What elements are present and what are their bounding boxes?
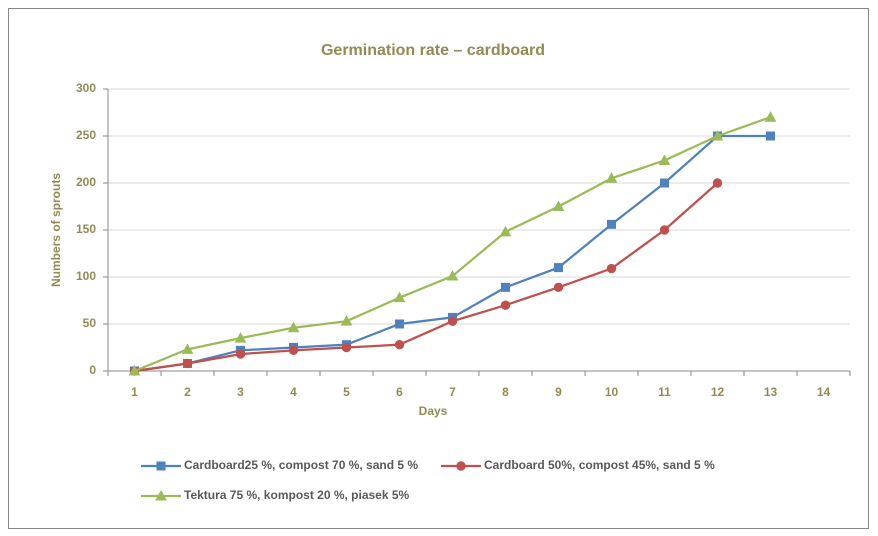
legend-item: Tektura 75 %, kompost 20 %, piasek 5% <box>141 488 410 502</box>
legend-label: Cardboard25 %, compost 70 %, sand 5 % <box>184 458 418 472</box>
marker <box>456 461 466 471</box>
marker <box>660 178 669 188</box>
y-tick-label: 0 <box>89 363 96 377</box>
marker <box>155 489 167 501</box>
marker <box>605 172 618 183</box>
marker <box>766 131 775 141</box>
marker <box>340 315 353 326</box>
y-tick-label: 250 <box>76 128 96 142</box>
series-line <box>134 182 719 373</box>
marker <box>764 111 777 122</box>
x-tick-label: 9 <box>555 385 562 399</box>
marker <box>447 316 458 326</box>
legend-label: Tektura 75 %, kompost 20 %, piasek 5% <box>184 488 410 502</box>
y-tick-label: 200 <box>76 175 96 189</box>
marker <box>499 225 512 237</box>
x-tick-label: 10 <box>605 385 619 399</box>
x-tick-label: 6 <box>396 385 403 399</box>
marker <box>446 270 459 281</box>
marker <box>288 345 299 356</box>
x-tick-label: 5 <box>343 385 350 399</box>
x-tick-label: 1 <box>131 385 138 399</box>
y-tick-label: 100 <box>76 269 96 283</box>
marker <box>341 342 352 353</box>
y-axis-title: Numbers of sprouts <box>49 173 63 287</box>
marker <box>711 129 724 141</box>
x-tick-label: 3 <box>237 385 244 399</box>
marker <box>395 319 404 329</box>
marker <box>501 282 510 292</box>
x-tick-label: 13 <box>764 385 778 399</box>
marker <box>553 282 564 293</box>
marker <box>182 358 193 369</box>
marker <box>658 154 671 165</box>
marker <box>659 225 670 235</box>
marker <box>712 178 723 188</box>
marker <box>500 300 511 310</box>
x-axis-title: Days <box>419 404 448 418</box>
marker <box>235 349 246 359</box>
marker <box>234 332 247 343</box>
x-tick-label: 14 <box>817 385 831 399</box>
chart-frame <box>8 8 869 529</box>
marker <box>156 461 166 471</box>
marker <box>287 321 300 333</box>
y-tick-label: 300 <box>76 81 96 95</box>
x-tick-label: 2 <box>184 385 191 399</box>
marker <box>394 339 405 350</box>
marker <box>606 263 617 274</box>
legend-label: Cardboard 50%, compost 45%, sand 5 % <box>484 458 715 472</box>
marker <box>554 263 563 273</box>
marker <box>607 219 616 229</box>
legend-item: Cardboard25 %, compost 70 %, sand 5 % <box>141 458 418 472</box>
y-tick-label: 50 <box>83 316 97 330</box>
x-tick-label: 8 <box>502 385 509 399</box>
x-tick-label: 7 <box>449 385 456 399</box>
marker <box>128 364 141 376</box>
chart-title: Germination rate – cardboard <box>321 42 545 59</box>
marker <box>393 291 406 303</box>
marker <box>552 200 565 211</box>
x-tick-label: 4 <box>290 385 297 399</box>
marker <box>181 343 194 354</box>
x-tick-label: 12 <box>711 385 725 399</box>
legend-item: Cardboard 50%, compost 45%, sand 5 % <box>441 458 715 472</box>
x-tick-label: 11 <box>658 385 671 399</box>
y-tick-label: 150 <box>76 222 96 236</box>
